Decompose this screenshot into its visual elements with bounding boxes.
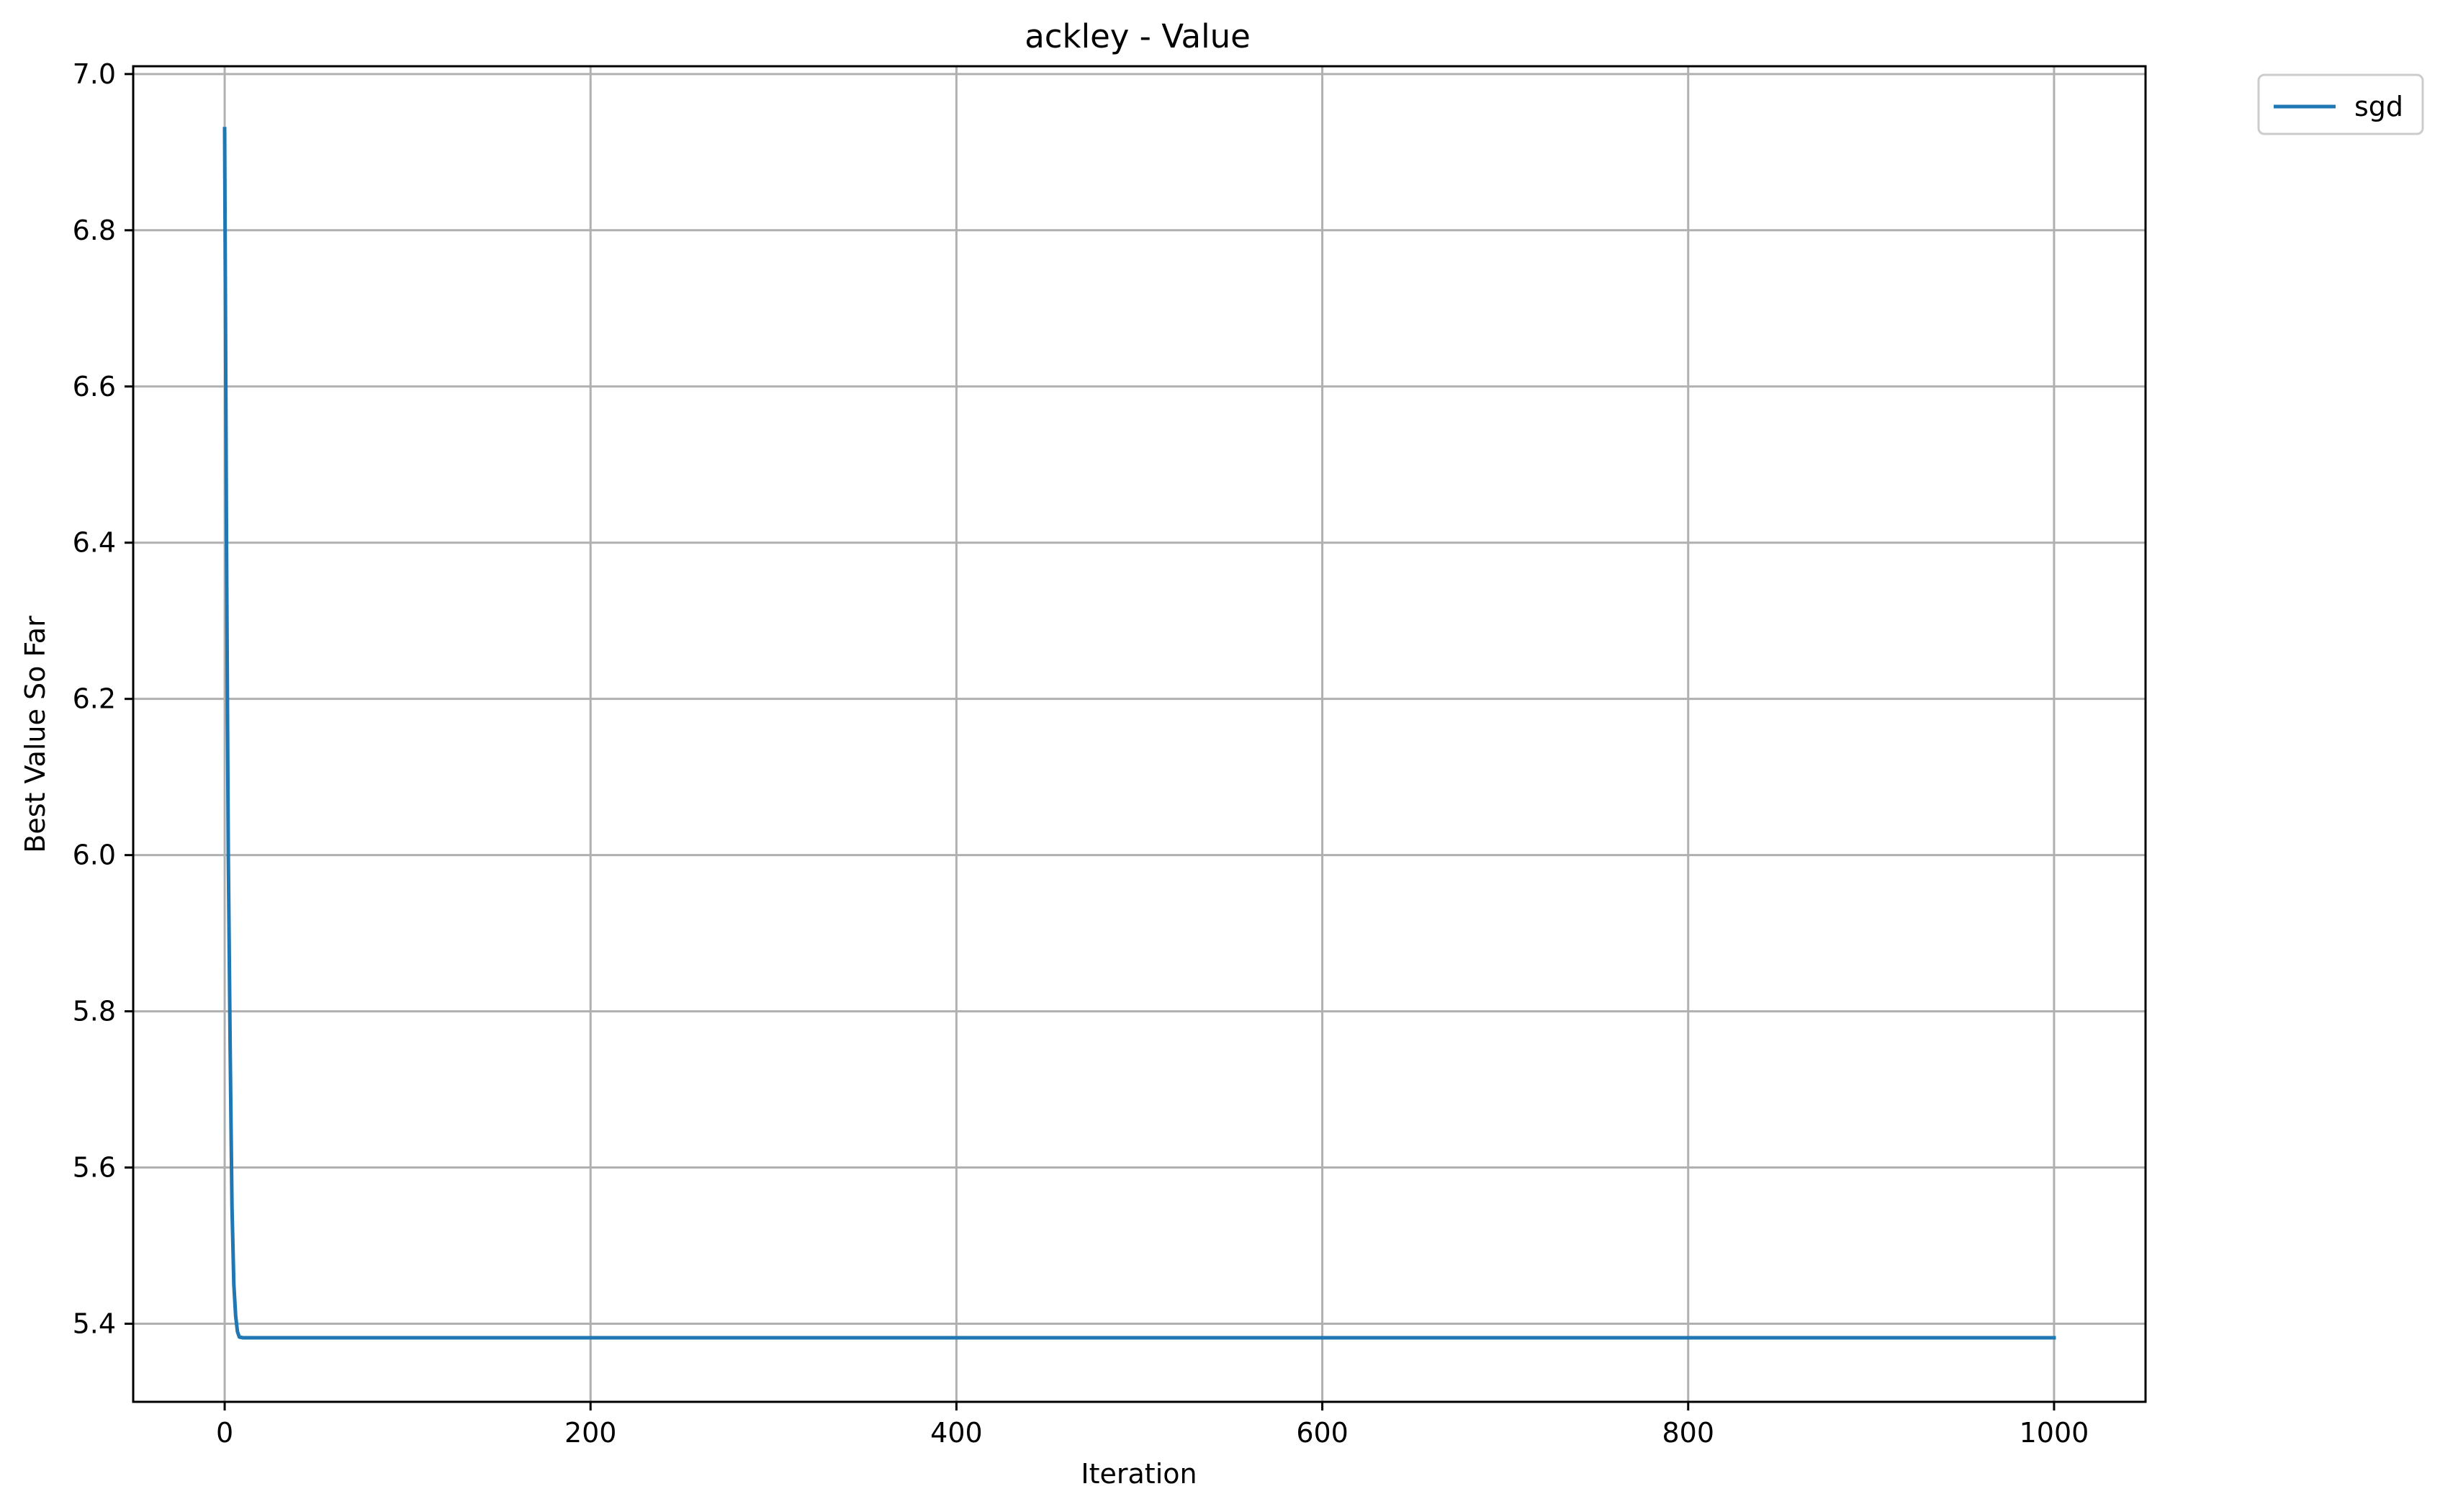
y-tick-label: 6.6	[73, 371, 116, 402]
x-tick-label: 1000	[2020, 1417, 2089, 1449]
legend-box	[2257, 73, 2424, 135]
plot-frame	[132, 65, 2147, 1403]
y-tick-label: 6.8	[73, 215, 116, 246]
series-line-sgd	[222, 127, 2056, 1340]
x-tick-label: 800	[1662, 1417, 1715, 1449]
series-layer	[222, 127, 2056, 1340]
y-tick-label: 5.4	[73, 1308, 116, 1340]
chart-title: ackley - Value	[1025, 17, 1251, 55]
x-axis: 0 200 400 600 800 1000	[216, 1402, 2089, 1449]
y-axis: 5.4 5.6 5.8 6.0 6.2 6.4 6.6 6.8 7.0	[73, 58, 133, 1340]
legend: sgd	[2257, 73, 2424, 135]
y-axis-label: Best Value So Far	[19, 616, 51, 853]
y-tick-label: 6.4	[73, 527, 116, 559]
y-tick-label: 5.6	[73, 1152, 116, 1184]
x-tick-label: 200	[564, 1417, 617, 1449]
x-axis-label: Iteration	[1081, 1458, 1197, 1490]
legend-label-sgd: sgd	[2354, 91, 2403, 122]
y-tick-label: 6.0	[73, 840, 116, 871]
y-tick-label: 6.2	[73, 683, 116, 715]
y-tick-label: 5.8	[73, 996, 116, 1027]
y-tick-label: 7.0	[73, 58, 116, 90]
x-tick-label: 600	[1296, 1417, 1349, 1449]
x-tick-label: 400	[930, 1417, 983, 1449]
x-tick-label: 0	[216, 1417, 233, 1449]
grid	[133, 66, 2146, 1402]
